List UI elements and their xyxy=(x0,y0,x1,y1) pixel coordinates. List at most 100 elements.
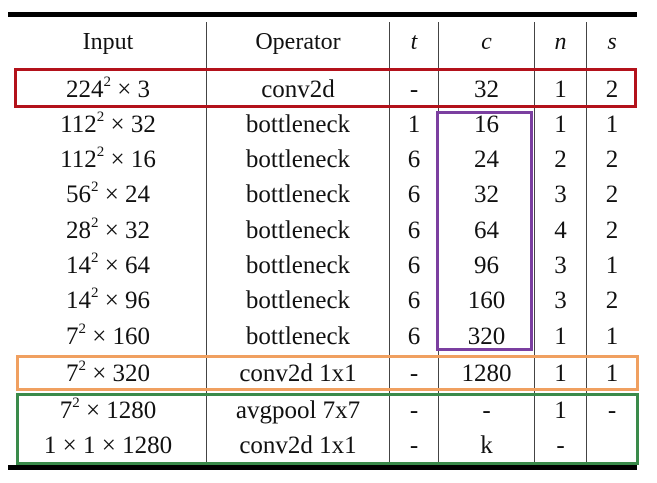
bottom-rule xyxy=(8,465,637,470)
n-cell: 4 xyxy=(554,217,567,244)
input-exponent: 2 xyxy=(90,178,99,195)
header-s: s xyxy=(607,29,617,55)
t-cell: 6 xyxy=(407,323,421,350)
input-base: 56 xyxy=(65,181,91,208)
s-cell xyxy=(587,429,637,463)
input-exponent: 2 xyxy=(90,214,99,231)
input-cell: 1122 × 32 xyxy=(10,108,206,142)
s-cell: 2 xyxy=(605,217,619,244)
input-channels: × 24 xyxy=(98,181,151,208)
input-exponent: 2 xyxy=(103,73,111,90)
operator-cell: bottleneck xyxy=(245,287,351,314)
n-cell: 1 xyxy=(554,323,567,350)
c-cell: 96 xyxy=(474,252,499,279)
input-cell: 72 × 320 xyxy=(10,357,206,391)
t-cell: 1 xyxy=(407,111,421,138)
t-cell: 6 xyxy=(407,252,421,279)
column-divider xyxy=(586,22,587,465)
operator-cell: avgpool 7x7 xyxy=(235,397,361,424)
input-channels: × 3 xyxy=(110,76,151,103)
input-base: 7 xyxy=(65,360,79,387)
n-cell: 1 xyxy=(554,397,567,424)
c-cell: 24 xyxy=(474,146,499,173)
s-cell: 1 xyxy=(605,252,619,279)
n-cell: 3 xyxy=(554,287,567,314)
input-cell: 1122 × 16 xyxy=(10,143,206,177)
input-base: 28 xyxy=(65,217,91,244)
s-cell: 1 xyxy=(605,323,619,350)
column-divider xyxy=(206,22,207,465)
t-cell: 6 xyxy=(407,287,421,314)
operator-cell: conv2d 1x1 xyxy=(239,360,357,387)
operator-cell: conv2d xyxy=(261,76,335,103)
input-base: 7 xyxy=(65,323,79,350)
input-cell: 2242 × 3 xyxy=(10,73,206,107)
input-channels: × 64 xyxy=(98,252,151,279)
operator-cell: bottleneck xyxy=(245,146,351,173)
c-cell: - xyxy=(482,397,491,424)
input-exponent: 2 xyxy=(90,249,99,266)
t-cell: 6 xyxy=(407,181,421,208)
input-cell: 1 × 1 × 1280 xyxy=(10,429,206,463)
input-base: 7 xyxy=(59,397,73,424)
t-cell: - xyxy=(409,397,419,424)
c-cell: 1280 xyxy=(461,360,512,387)
operator-cell: bottleneck xyxy=(245,111,351,138)
input-channels: × 320 xyxy=(85,360,151,387)
n-cell: 3 xyxy=(554,181,567,208)
s-cell: 2 xyxy=(605,181,619,208)
operator-cell: bottleneck xyxy=(245,252,351,279)
operator-cell: bottleneck xyxy=(245,181,351,208)
t-cell: - xyxy=(409,76,419,103)
c-cell: 32 xyxy=(474,76,499,103)
input-cell: 562 × 24 xyxy=(10,178,206,212)
input-cell: 142 × 96 xyxy=(10,284,206,318)
top-rule xyxy=(8,12,637,17)
s-cell: 2 xyxy=(605,287,619,314)
s-cell: 2 xyxy=(605,146,619,173)
n-cell: - xyxy=(556,432,565,459)
s-cell: 1 xyxy=(605,111,619,138)
c-cell: 32 xyxy=(474,181,499,208)
input-cell: 72 × 160 xyxy=(10,320,206,354)
operator-cell: bottleneck xyxy=(245,217,351,244)
input-base: 14 xyxy=(65,287,91,314)
header-input: Input xyxy=(82,29,134,55)
n-cell: 1 xyxy=(554,76,567,103)
header-operator: Operator xyxy=(255,29,341,55)
n-cell: 3 xyxy=(554,252,567,279)
n-cell: 1 xyxy=(554,111,567,138)
c-cell: 320 xyxy=(467,323,506,350)
s-cell: - xyxy=(607,397,617,424)
header-n: n xyxy=(554,29,567,55)
input-channels: × 32 xyxy=(98,217,151,244)
input-cell: 72 × 1280 xyxy=(10,394,206,428)
input-cell: 282 × 32 xyxy=(10,214,206,248)
t-cell: - xyxy=(409,432,419,459)
input-exponent: 2 xyxy=(96,108,105,125)
operator-cell: conv2d 1x1 xyxy=(239,432,357,459)
input-base: 112 xyxy=(60,146,97,173)
input-channels: × 160 xyxy=(85,323,151,350)
input-channels: × 1280 xyxy=(79,397,157,424)
input-base: 14 xyxy=(65,252,91,279)
input-exponent: 2 xyxy=(72,394,80,411)
input-channels: × 16 xyxy=(104,146,156,173)
input-base: 112 xyxy=(60,111,97,138)
c-cell: 160 xyxy=(467,287,506,314)
c-cell: 16 xyxy=(474,111,499,138)
c-cell: 64 xyxy=(474,217,499,244)
input-exponent: 2 xyxy=(78,320,86,337)
input-exponent: 2 xyxy=(90,284,99,301)
input-channels: × 32 xyxy=(104,111,156,138)
header-c: c xyxy=(481,29,492,55)
t-cell: 6 xyxy=(407,146,421,173)
n-cell: 2 xyxy=(554,146,567,173)
input-channels: × 96 xyxy=(98,287,151,314)
column-divider xyxy=(534,22,535,465)
s-cell: 2 xyxy=(605,76,619,103)
input-cell: 142 × 64 xyxy=(10,249,206,283)
input-exponent: 2 xyxy=(96,143,105,160)
t-cell: 6 xyxy=(407,217,421,244)
c-cell: k xyxy=(480,432,493,459)
